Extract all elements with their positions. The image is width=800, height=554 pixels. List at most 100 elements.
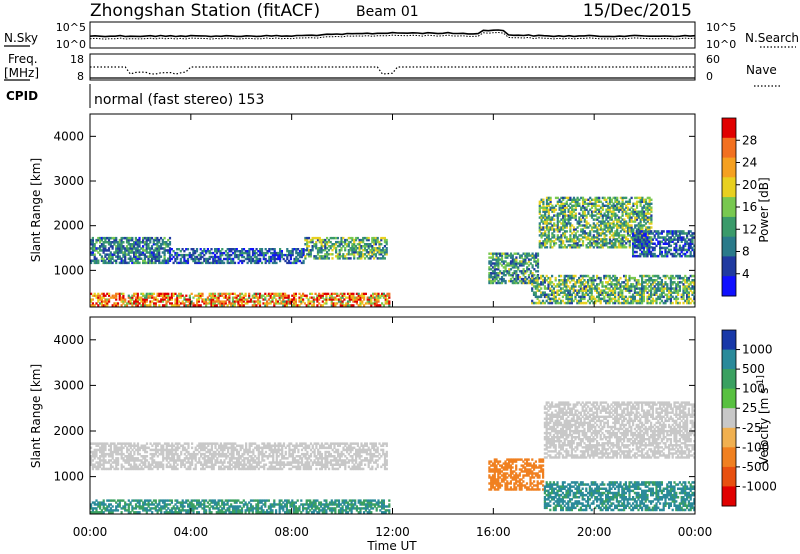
echo-cell <box>504 279 507 283</box>
echo-cell <box>328 507 332 510</box>
echo-cell <box>185 511 188 514</box>
echo-cell <box>608 216 612 219</box>
echo-cell <box>386 298 389 301</box>
echo-cell <box>606 299 609 303</box>
echo-cell <box>143 255 146 258</box>
colorbar-segment <box>722 256 736 277</box>
echo-cell <box>488 262 491 265</box>
echo-cell <box>335 247 338 250</box>
echo-cell <box>567 299 570 303</box>
echo-cell <box>205 304 208 307</box>
echo-cell <box>351 236 354 240</box>
echo-cell <box>262 302 265 305</box>
echo-cell <box>363 296 366 299</box>
echo-cell <box>349 249 352 252</box>
echo-cell <box>580 218 583 221</box>
echo-cell <box>662 254 665 258</box>
echo-cell <box>552 289 555 292</box>
echo-cell <box>125 247 129 250</box>
echo-cell <box>90 241 93 244</box>
echo-cell <box>490 281 493 285</box>
echo-cell <box>142 261 145 265</box>
echo-cell <box>125 261 129 265</box>
echo-cell <box>617 301 620 305</box>
echo-cell <box>104 238 107 242</box>
echo-cell <box>682 246 685 250</box>
echo-cell <box>617 232 621 235</box>
echo-cell <box>590 289 593 292</box>
echo-cell <box>163 292 166 295</box>
echo-cell <box>666 242 669 245</box>
echo-cell <box>650 208 653 211</box>
echo-cell <box>275 251 278 255</box>
echo-cell <box>129 243 132 246</box>
echo-cell <box>188 255 191 259</box>
echo-cell <box>111 509 114 512</box>
echo-cell <box>599 246 603 249</box>
echo-cell <box>257 250 260 253</box>
echo-cell <box>163 255 166 258</box>
echo-cell <box>594 244 597 247</box>
echo-cell <box>327 298 330 301</box>
echo-cell <box>660 230 663 233</box>
echo-cell <box>596 196 599 200</box>
echo-cell <box>691 236 694 239</box>
echo-cell <box>520 262 523 265</box>
echo-cell <box>580 230 583 233</box>
echo-cell <box>558 293 561 296</box>
echo-cell <box>639 214 642 217</box>
echo-cell <box>288 251 291 255</box>
echo-cell <box>124 509 127 512</box>
echo-cell <box>659 289 662 292</box>
echo-cell <box>187 304 190 307</box>
echo-cell <box>176 251 179 255</box>
echo-cell <box>310 501 314 504</box>
echo-cell <box>174 253 177 257</box>
echo-cell <box>619 216 622 219</box>
echo-cell <box>643 218 646 221</box>
echo-cell <box>596 204 599 207</box>
echo-cell <box>632 246 635 250</box>
echo-cell <box>163 261 166 265</box>
echo-cell <box>291 250 294 253</box>
echo-cell <box>133 507 136 510</box>
echo-cell <box>578 276 581 280</box>
echo-cell <box>374 236 377 240</box>
echo-cell <box>326 247 329 250</box>
echo-cell <box>572 216 576 219</box>
echo-cell <box>187 298 190 301</box>
echo-cell <box>351 243 354 246</box>
echo-cell <box>149 255 152 258</box>
echo-cell <box>565 281 568 284</box>
echo-cell <box>295 251 298 255</box>
echo-cell <box>673 254 676 258</box>
echo-cell <box>603 289 606 292</box>
echo-cell <box>623 224 626 227</box>
echo-cell <box>156 251 159 254</box>
echo-cell <box>646 274 649 278</box>
echo-cell <box>253 253 256 257</box>
echo-cell <box>646 202 649 205</box>
echo-cell <box>569 224 572 227</box>
echo-cell <box>583 210 586 213</box>
echo-cell <box>295 255 298 259</box>
echo-cell <box>644 198 648 201</box>
echo-cell <box>691 246 694 250</box>
echo-cell <box>554 295 557 299</box>
echo-cell <box>589 196 592 200</box>
echo-cell <box>572 238 576 241</box>
echo-cell <box>542 240 545 243</box>
echo-cell <box>326 257 329 260</box>
echo-cell <box>279 250 282 253</box>
echo-cell <box>163 507 166 510</box>
echo-cell <box>275 261 278 265</box>
echo-cell <box>235 499 238 502</box>
echo-cell <box>257 257 260 261</box>
echo-cell <box>270 255 273 259</box>
echo-cell <box>641 208 644 211</box>
echo-cell <box>626 222 630 225</box>
echo-cell <box>276 300 279 303</box>
echo-cell <box>372 302 375 305</box>
echo-cell <box>287 511 290 514</box>
echo-cell <box>596 230 599 233</box>
